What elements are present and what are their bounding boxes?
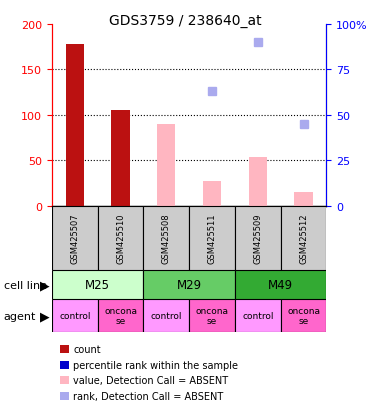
Text: count: count — [73, 344, 101, 354]
Text: M25: M25 — [85, 278, 110, 292]
Bar — [203, 182, 221, 206]
Bar — [281, 206, 326, 271]
Text: GSM425507: GSM425507 — [70, 213, 79, 264]
Text: oncona
se: oncona se — [196, 306, 229, 325]
Text: GSM425512: GSM425512 — [299, 214, 308, 263]
Bar — [52, 299, 98, 332]
Bar — [66, 45, 84, 206]
Bar — [60, 392, 69, 400]
Bar — [235, 271, 326, 299]
Bar — [144, 299, 189, 332]
Text: control: control — [242, 311, 273, 320]
Text: GDS3759 / 238640_at: GDS3759 / 238640_at — [109, 14, 262, 28]
Text: GSM425508: GSM425508 — [162, 213, 171, 264]
Bar — [98, 299, 144, 332]
Text: agent: agent — [4, 311, 36, 321]
Bar — [189, 299, 235, 332]
Bar — [189, 206, 235, 271]
Bar — [60, 376, 69, 385]
Text: percentile rank within the sample: percentile rank within the sample — [73, 360, 239, 370]
Text: GSM425509: GSM425509 — [253, 214, 262, 263]
Bar — [60, 345, 69, 353]
Text: GSM425511: GSM425511 — [208, 214, 217, 263]
Bar — [52, 206, 98, 271]
Text: M49: M49 — [268, 278, 293, 292]
Text: cell line: cell line — [4, 280, 47, 290]
Bar — [111, 111, 130, 206]
Bar — [98, 206, 144, 271]
Bar — [281, 299, 326, 332]
Text: ▶: ▶ — [40, 278, 49, 292]
Text: value, Detection Call = ABSENT: value, Detection Call = ABSENT — [73, 375, 229, 385]
Bar — [52, 271, 144, 299]
Text: control: control — [59, 311, 91, 320]
Bar — [144, 206, 189, 271]
Text: rank, Detection Call = ABSENT: rank, Detection Call = ABSENT — [73, 391, 224, 401]
Text: oncona
se: oncona se — [104, 306, 137, 325]
Text: ▶: ▶ — [40, 309, 49, 323]
Text: oncona
se: oncona se — [287, 306, 320, 325]
Text: GSM425510: GSM425510 — [116, 214, 125, 263]
Bar — [60, 361, 69, 369]
Bar — [157, 125, 175, 206]
Text: control: control — [151, 311, 182, 320]
Bar — [249, 157, 267, 206]
Bar — [235, 299, 281, 332]
Bar — [235, 206, 281, 271]
Bar — [295, 193, 313, 206]
Bar — [144, 271, 235, 299]
Text: M29: M29 — [177, 278, 202, 292]
